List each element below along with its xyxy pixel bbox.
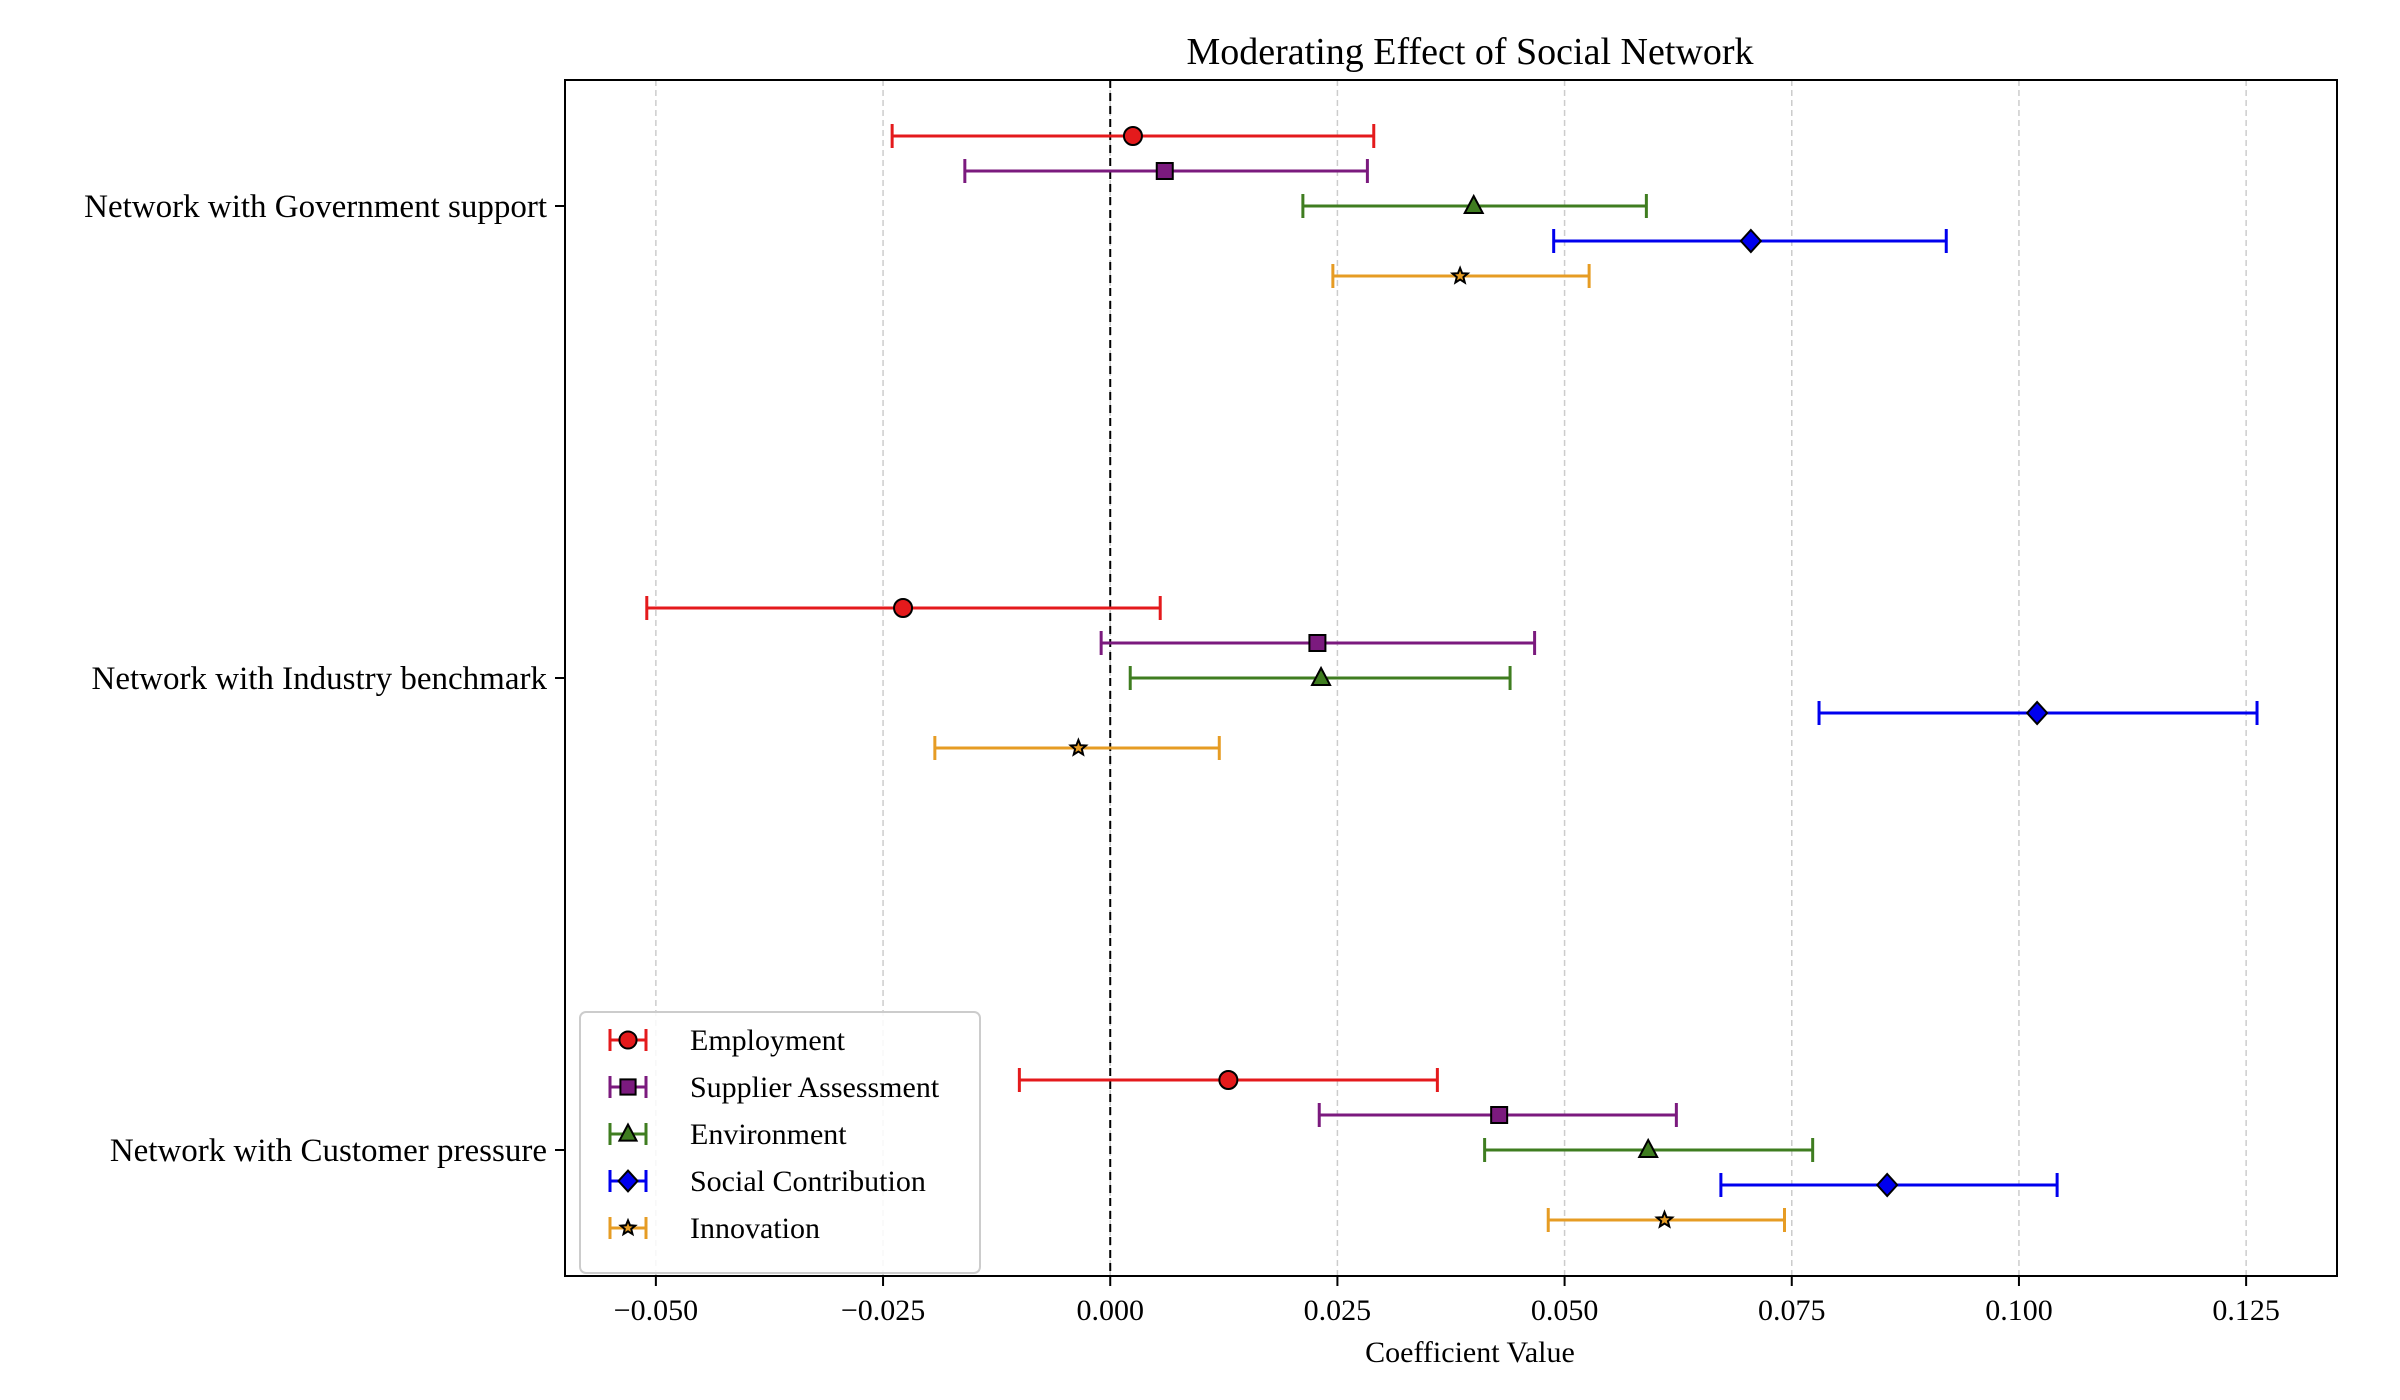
legend-marker bbox=[619, 1078, 637, 1096]
x-axis: −0.050 −0.025 0.000 0.025 0.050 0.075 0.100 0.1… bbox=[614, 1276, 2280, 1327]
point-marker bbox=[1068, 737, 1089, 757]
point-marker bbox=[1310, 665, 1332, 686]
y-axis: Network with Government support Network w… bbox=[84, 189, 565, 1169]
point-marker bbox=[893, 598, 914, 618]
x-tick-label: −0.050 bbox=[614, 1294, 698, 1327]
legend-label: Supplier Assessment bbox=[690, 1071, 940, 1104]
point-marker bbox=[1654, 1209, 1675, 1229]
y-category-label: Network with Government support bbox=[84, 189, 547, 225]
x-axis-label: Coefficient Value bbox=[1365, 1336, 1575, 1369]
x-tick-label: 0.100 bbox=[1985, 1294, 2053, 1327]
legend-label: Social Contribution bbox=[690, 1165, 926, 1198]
legend-marker bbox=[617, 1169, 639, 1193]
series-social-contribution bbox=[1552, 228, 2259, 1198]
series-employment bbox=[645, 124, 1439, 1092]
x-tick-label: 0.050 bbox=[1531, 1294, 1599, 1327]
x-tick-label: 0.075 bbox=[1758, 1294, 1826, 1327]
x-tick-label: 0.000 bbox=[1076, 1294, 1144, 1327]
point-marker bbox=[1308, 634, 1327, 652]
legend-marker bbox=[618, 1030, 638, 1050]
point-marker bbox=[1463, 193, 1485, 214]
y-category-label: Network with Industry benchmark bbox=[92, 661, 548, 697]
point-marker bbox=[1155, 162, 1174, 180]
point-marker bbox=[1449, 265, 1471, 285]
point-marker bbox=[1218, 1070, 1239, 1090]
legend-label: Innovation bbox=[690, 1212, 820, 1245]
x-tick-label: −0.025 bbox=[841, 1294, 925, 1327]
legend-marker bbox=[618, 1217, 638, 1237]
point-marker bbox=[1122, 126, 1143, 146]
series-layer bbox=[645, 124, 2259, 1232]
chart-title: Moderating Effect of Social Network bbox=[1186, 31, 1753, 73]
series-environment bbox=[1128, 193, 1815, 1162]
legend-box bbox=[579, 1011, 981, 1274]
series-supplier-assessment bbox=[963, 159, 1678, 1127]
x-tick-label: 0.025 bbox=[1304, 1294, 1372, 1327]
point-marker bbox=[2025, 700, 2049, 726]
legend-marker bbox=[617, 1122, 639, 1142]
legend-label: Environment bbox=[690, 1118, 847, 1151]
y-category-label: Network with Customer pressure bbox=[110, 1133, 547, 1169]
point-marker bbox=[1875, 1172, 1899, 1198]
x-tick-label: 0.125 bbox=[2212, 1294, 2280, 1327]
point-marker bbox=[1490, 1106, 1509, 1124]
point-marker bbox=[1637, 1137, 1659, 1158]
legend-label: Employment bbox=[690, 1024, 846, 1057]
series-innovation bbox=[933, 264, 1786, 1232]
legend: Employment Supplier Assessment Environment… bbox=[579, 1011, 981, 1274]
point-marker bbox=[1739, 228, 1763, 254]
